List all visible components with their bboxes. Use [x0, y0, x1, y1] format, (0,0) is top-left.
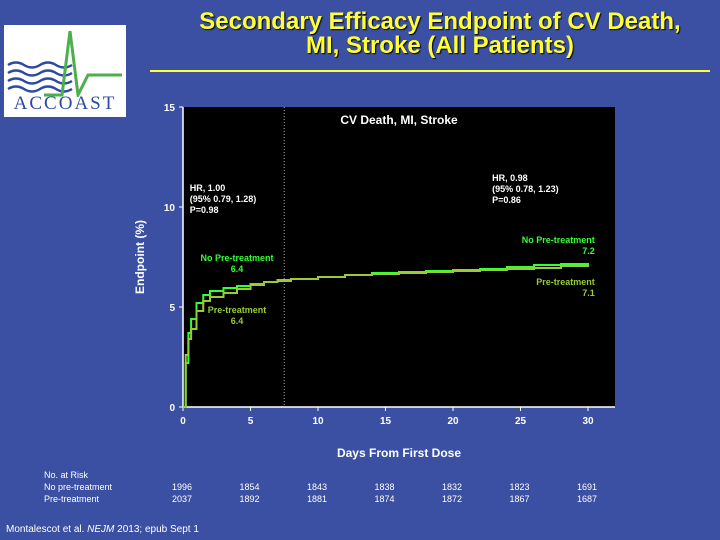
risk-value: 2037	[172, 494, 193, 504]
risk-row-label: No pre-treatment	[44, 482, 113, 492]
x-tick-label: 0	[180, 416, 186, 427]
risk-value: 1881	[307, 494, 328, 504]
chart-annotation: No Pre-treatment 6.4	[200, 253, 273, 274]
x-tick-label: 5	[248, 416, 254, 427]
chart-annotation: HR, 1.00 (95% 0.79, 1.28) P=0.98	[190, 183, 257, 215]
x-tick-label: 20	[447, 416, 459, 427]
y-tick-label: 0	[169, 403, 175, 414]
risk-value: 1874	[374, 494, 395, 504]
risk-value: 1832	[442, 482, 463, 492]
logo-text: ACCOAST	[13, 93, 117, 114]
y-tick-label: 15	[164, 103, 176, 114]
chart-annotation: HR, 0.98 (95% 0.78, 1.23) P=0.86	[492, 173, 559, 205]
x-tick-label: 25	[515, 416, 527, 427]
risk-value: 1843	[307, 482, 328, 492]
risk-value: 1872	[442, 494, 463, 504]
risk-value: 1838	[374, 482, 395, 492]
plot-area	[183, 107, 615, 407]
chart-title: CV Death, MI, Stroke	[340, 113, 458, 127]
km-chart: CV Death, MI, Stroke Endpoint (%) Days F…	[133, 103, 615, 460]
citation-journal: NEJM	[87, 524, 115, 535]
title-underline	[150, 70, 710, 72]
risk-header: No. at Risk	[44, 470, 89, 480]
risk-value: 1867	[509, 494, 530, 504]
x-tick-label: 10	[312, 416, 324, 427]
x-tick-label: 15	[380, 416, 392, 427]
risk-value: 1996	[172, 482, 193, 492]
y-axis-label: Endpoint (%)	[133, 220, 147, 294]
x-axis-label: Days From First Dose	[337, 446, 461, 460]
accoast-logo: ACCOAST	[4, 25, 126, 117]
chart-annotation: No Pre-treatment 7.2	[522, 235, 595, 256]
slide-title-line2: MI, Stroke (All Patients)	[305, 32, 575, 59]
risk-row-label: Pre-treatment	[44, 494, 100, 504]
risk-value: 1691	[577, 482, 598, 492]
slide-title: Secondary Efficacy Endpoint of CV Death,…	[160, 10, 720, 58]
risk-value: 1854	[239, 482, 260, 492]
chart-annotation: Pre-treatment 6.4	[208, 305, 267, 326]
citation-details: 2013; epub Sept 1	[114, 524, 199, 535]
risk-value: 1892	[239, 494, 260, 504]
y-tick-label: 10	[164, 203, 176, 214]
risk-table: No. at Risk No pre-treatment Pre-treatme…	[0, 470, 720, 510]
x-tick-label: 30	[582, 416, 594, 427]
series-line-pretreatment	[183, 265, 589, 408]
citation: Montalescot et al. NEJM 2013; epub Sept …	[6, 524, 199, 535]
y-tick-label: 5	[169, 303, 175, 314]
chart-annotation: Pre-treatment 7.1	[536, 277, 595, 298]
logo-wave-icon	[7, 30, 122, 97]
slide-title-line1: Secondary Efficacy Endpoint of CV Death,	[199, 8, 681, 35]
citation-authors: Montalescot et al.	[6, 524, 88, 535]
risk-value: 1687	[577, 494, 598, 504]
risk-value: 1823	[509, 482, 530, 492]
